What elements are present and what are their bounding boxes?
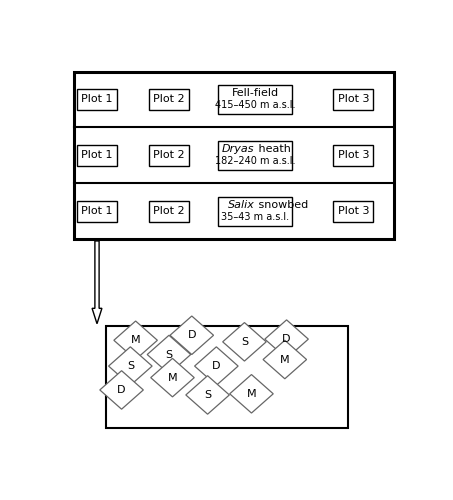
Polygon shape <box>114 321 157 360</box>
Text: heath: heath <box>255 144 290 154</box>
Polygon shape <box>151 358 194 397</box>
Polygon shape <box>170 316 213 354</box>
Polygon shape <box>195 347 238 386</box>
Bar <box>333 144 373 166</box>
Text: snowbed: snowbed <box>255 200 308 210</box>
Text: Plot 2: Plot 2 <box>153 150 185 160</box>
Bar <box>333 200 373 222</box>
Bar <box>218 196 292 226</box>
Text: D: D <box>188 330 196 340</box>
Text: Plot 1: Plot 1 <box>81 206 113 216</box>
Text: 35–43 m a.s.l.: 35–43 m a.s.l. <box>221 212 289 222</box>
Text: Salix: Salix <box>228 200 255 210</box>
Text: D: D <box>117 385 126 395</box>
Polygon shape <box>109 347 152 386</box>
Text: Plot 2: Plot 2 <box>153 206 185 216</box>
Bar <box>218 85 292 114</box>
Text: Fell-field: Fell-field <box>231 88 279 99</box>
Text: 415–450 m a.s.l.: 415–450 m a.s.l. <box>215 100 295 110</box>
Bar <box>106 326 348 428</box>
Polygon shape <box>265 320 308 358</box>
Bar <box>218 141 292 170</box>
Polygon shape <box>92 241 102 324</box>
Polygon shape <box>147 336 191 374</box>
Text: S: S <box>241 337 248 347</box>
Bar <box>74 72 394 239</box>
Bar <box>149 144 189 166</box>
Text: Plot 1: Plot 1 <box>81 94 113 104</box>
Bar <box>77 200 117 222</box>
Text: S: S <box>165 350 173 360</box>
Text: M: M <box>131 336 140 345</box>
Bar <box>77 89 117 110</box>
Text: 182–240 m a.s.l.: 182–240 m a.s.l. <box>215 156 295 166</box>
Bar <box>77 144 117 166</box>
Text: Plot 2: Plot 2 <box>153 94 185 104</box>
Bar <box>149 200 189 222</box>
Text: D: D <box>212 361 221 371</box>
Text: D: D <box>282 334 291 344</box>
Text: S: S <box>127 361 134 371</box>
Text: Dryas: Dryas <box>222 144 255 154</box>
Text: M: M <box>168 372 177 382</box>
Text: Plot 3: Plot 3 <box>337 150 369 160</box>
Text: S: S <box>204 390 211 400</box>
Polygon shape <box>230 374 273 413</box>
Bar <box>149 89 189 110</box>
Text: M: M <box>280 354 289 364</box>
Polygon shape <box>186 376 229 414</box>
Text: Plot 3: Plot 3 <box>337 206 369 216</box>
Polygon shape <box>100 370 143 409</box>
Text: Plot 3: Plot 3 <box>337 94 369 104</box>
Text: M: M <box>247 389 256 399</box>
Bar <box>333 89 373 110</box>
Polygon shape <box>223 322 266 361</box>
Text: Plot 1: Plot 1 <box>81 150 113 160</box>
Polygon shape <box>263 340 307 379</box>
